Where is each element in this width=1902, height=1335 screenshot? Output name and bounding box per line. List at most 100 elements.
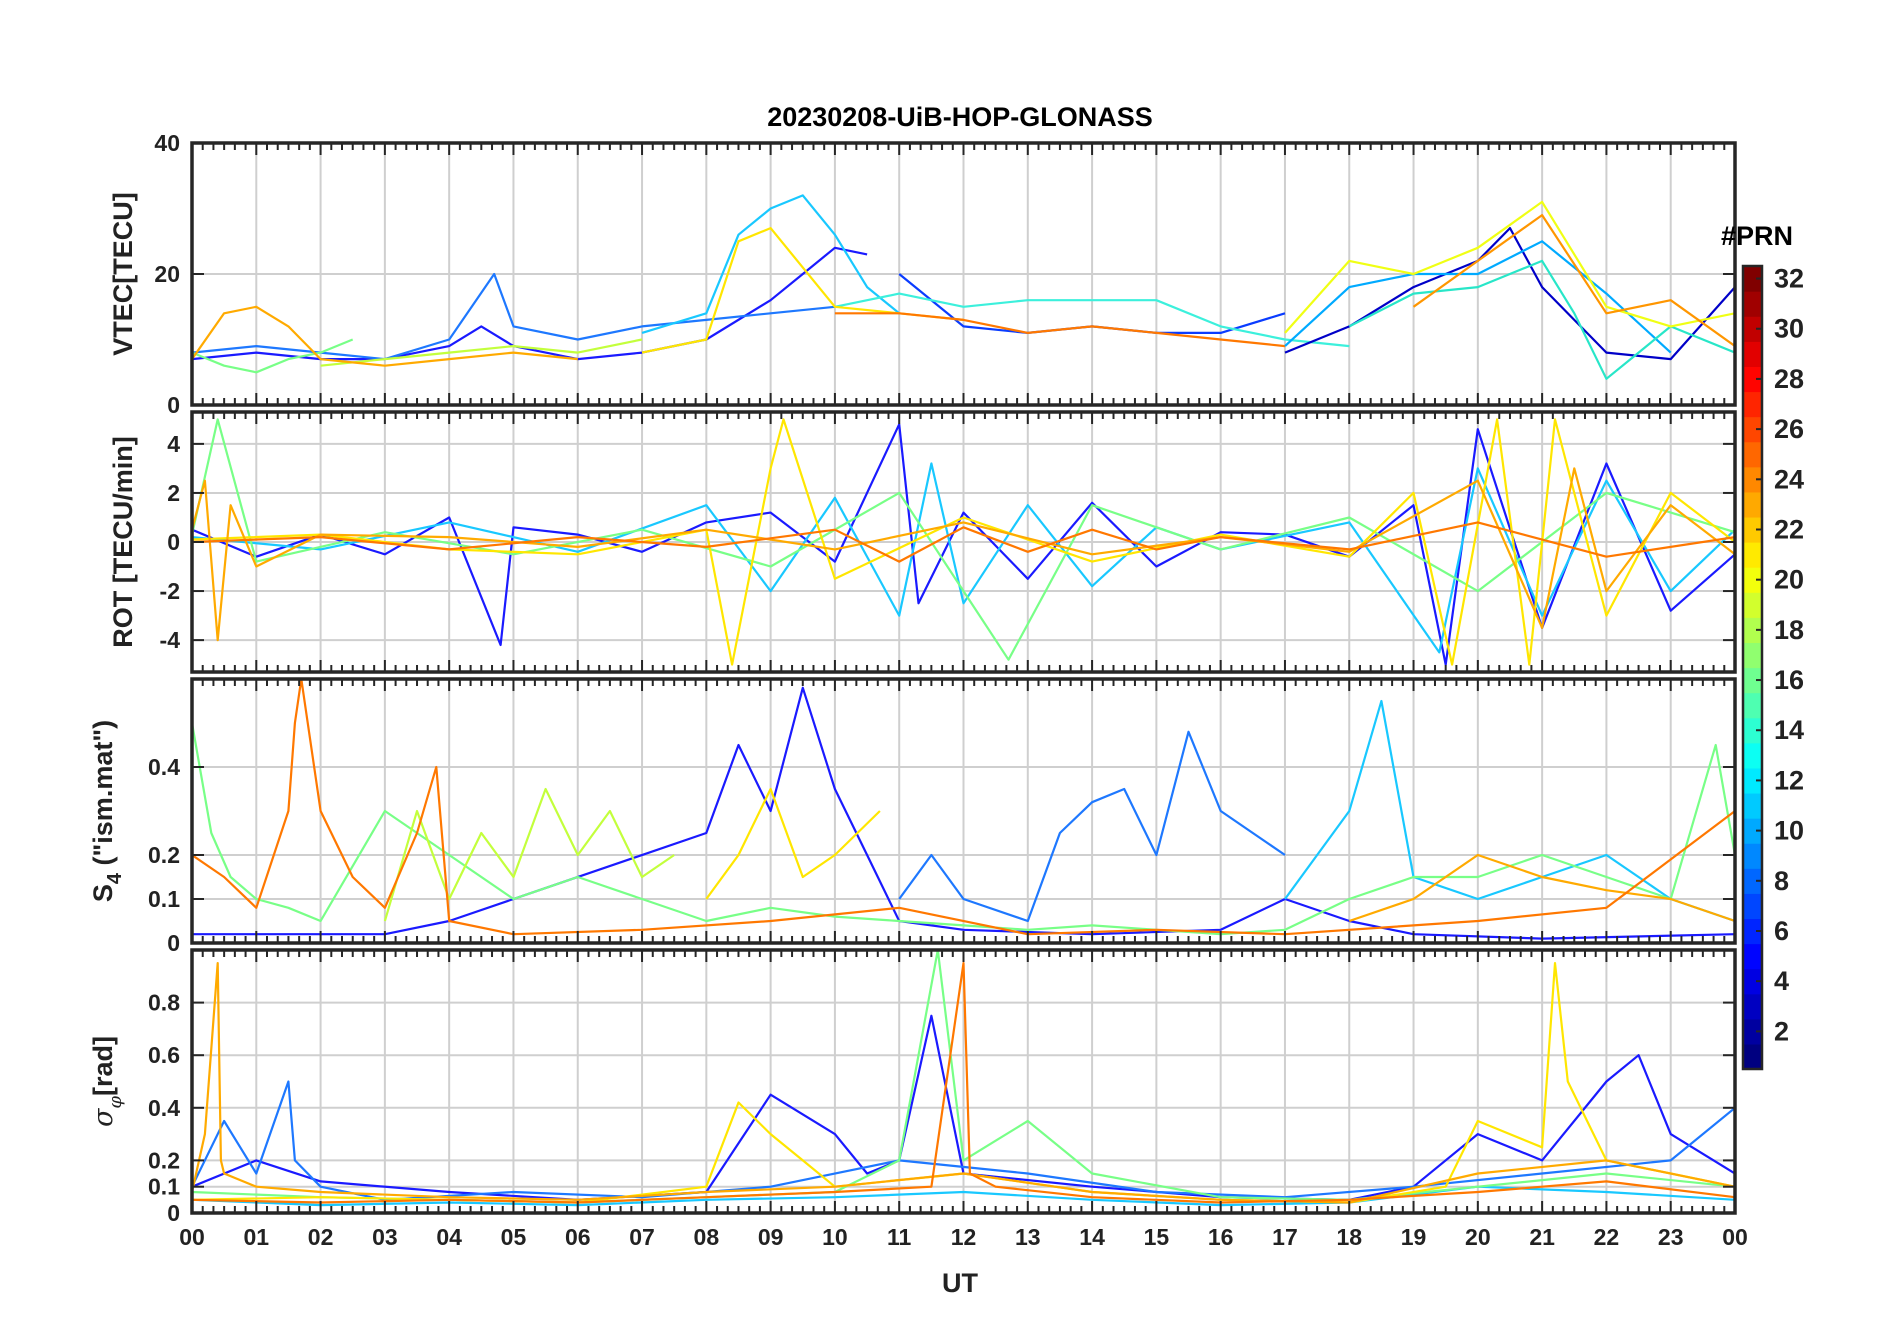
colorbar-tick-label: 28 <box>1774 364 1804 394</box>
colorbar-tick-label: 4 <box>1774 966 1789 996</box>
x-tick-label: 10 <box>822 1224 848 1250</box>
y-axis-label-part: σ <box>88 1107 119 1127</box>
series-line-prn-12 <box>641 194 900 334</box>
series-line-prn-12 <box>192 462 1735 654</box>
series-line-prn-20 <box>705 787 881 900</box>
y-axis-label: VTEC[TECU] <box>108 192 138 356</box>
colorbar-tick-label: 10 <box>1774 816 1804 846</box>
x-tick-label: 17 <box>1272 1224 1298 1250</box>
series-group <box>192 418 1735 666</box>
y-tick-label: 0.2 <box>148 1147 180 1173</box>
x-tick-label: 07 <box>629 1224 655 1250</box>
colorbar-segment <box>1743 993 1762 1020</box>
y-tick-label: -2 <box>160 578 180 604</box>
x-axis-label: UT <box>942 1268 978 1298</box>
series-line-prn-8 <box>898 730 1286 923</box>
colorbar-segment <box>1743 1018 1762 1045</box>
colorbar-segment <box>1743 717 1762 744</box>
y-tick-label: -4 <box>160 627 181 653</box>
colorbar-segment <box>1743 516 1762 543</box>
colorbar-segment <box>1743 818 1762 844</box>
x-tick-label: 23 <box>1658 1224 1684 1250</box>
y-tick-label: 0.1 <box>148 1174 180 1200</box>
colorbar-segment <box>1743 742 1762 769</box>
colorbar-segment <box>1743 391 1762 418</box>
colorbar-tick-label: 14 <box>1774 715 1804 745</box>
y-tick-label: 0.1 <box>148 886 180 912</box>
y-tick-label: 0.8 <box>148 990 180 1016</box>
x-tick-label: 01 <box>243 1224 269 1250</box>
colorbar-tick-label: 6 <box>1774 916 1789 946</box>
colorbar-segment <box>1743 893 1762 920</box>
chart-title: 20230208-UiB-HOP-GLONASS <box>767 102 1153 132</box>
colorbar-segment <box>1743 968 1762 995</box>
colorbar-segment <box>1743 441 1762 468</box>
colorbar-tick-label: 22 <box>1774 514 1804 544</box>
series-line-prn-19 <box>1284 200 1735 334</box>
x-tick-label: 08 <box>694 1224 720 1250</box>
series-line-prn-20 <box>192 418 1735 666</box>
x-tick-label: 11 <box>887 1224 912 1250</box>
colorbar-tick-label: 8 <box>1774 866 1789 896</box>
colorbar-segment <box>1743 491 1762 518</box>
y-axis-label-part: [rad] <box>88 1036 118 1096</box>
colorbar-segment <box>1743 567 1762 593</box>
colorbar-segment <box>1743 466 1762 493</box>
panel-2: -4 -2 0 2 4 ROT [TECU/min] <box>108 410 1737 674</box>
colorbar-segment <box>1743 366 1762 393</box>
series-line-prn-3 <box>192 1014 1735 1201</box>
colorbar-segment <box>1743 792 1762 819</box>
x-tick-label: 09 <box>758 1224 784 1250</box>
colorbar-segment <box>1743 943 1762 970</box>
y-axis-label: ROT [TECU/min] <box>108 436 138 647</box>
colorbar-tick-label: 26 <box>1774 414 1804 444</box>
series-line-prn-16 <box>192 722 1735 936</box>
colorbar-title: #PRN <box>1721 221 1793 251</box>
series-line-prn-16 <box>192 418 1735 661</box>
colorbar-segment <box>1743 341 1762 367</box>
series-line-prn-11 <box>1284 240 1672 354</box>
colorbar-tick-label: 18 <box>1774 615 1804 645</box>
colorbar-segment <box>1743 843 1762 869</box>
colorbar-segment <box>1743 642 1762 669</box>
x-tick-label: 12 <box>951 1224 977 1250</box>
y-tick-label: 0.4 <box>148 754 180 780</box>
x-tick-label: 18 <box>1336 1224 1362 1250</box>
x-tick-label: 13 <box>1015 1224 1041 1250</box>
colorbar-tick-label: 12 <box>1774 765 1804 795</box>
y-tick-label: 2 <box>167 480 180 506</box>
colorbar-segment <box>1743 316 1762 342</box>
colorbar-segment <box>1743 692 1762 719</box>
colorbar-tick-label: 2 <box>1774 1016 1789 1046</box>
colorbar-segment <box>1743 592 1762 618</box>
series-line-prn-23 <box>1412 214 1735 347</box>
x-tick-label: 02 <box>308 1224 334 1250</box>
colorbar-tick-label: 32 <box>1774 264 1804 294</box>
y-axis-label-part: S <box>88 884 118 902</box>
y-axis-label-part: ("ism.mat") <box>88 720 118 873</box>
y-tick-label: 4 <box>167 431 180 457</box>
series-line-prn-22 <box>192 467 1735 642</box>
colorbar-segment <box>1743 918 1762 945</box>
x-tick-label: 00 <box>179 1224 205 1250</box>
y-tick-label: 0 <box>167 392 180 418</box>
colorbar-tick-label: 16 <box>1774 665 1804 695</box>
y-axis-label: σφ[rad] <box>88 1036 126 1127</box>
x-tick-label: 16 <box>1208 1224 1234 1250</box>
x-tick-label: 15 <box>1144 1224 1170 1250</box>
y-tick-label: 0 <box>167 1200 180 1226</box>
colorbar-tick-label: 24 <box>1774 464 1804 494</box>
y-axis-label-part: φ <box>105 1096 126 1109</box>
x-tick-label: 03 <box>372 1224 398 1250</box>
y-tick-label: 40 <box>154 130 180 156</box>
y-tick-label: 20 <box>154 261 180 287</box>
colorbar-segment <box>1743 416 1762 443</box>
x-tick-label: 20 <box>1465 1224 1491 1250</box>
series-line-prn-16 <box>192 338 354 374</box>
series-line-prn-18 <box>320 338 643 367</box>
colorbar-segment <box>1743 266 1762 292</box>
